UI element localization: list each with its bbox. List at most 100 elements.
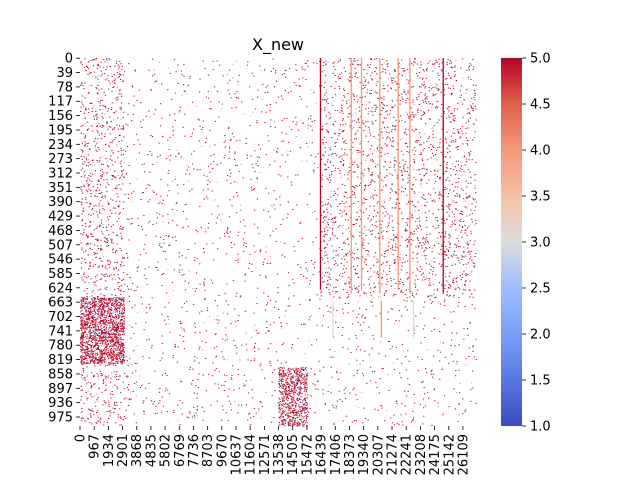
heatmap-cell	[233, 196, 235, 198]
heatmap-cell	[103, 340, 105, 342]
heatmap-cell	[380, 296, 382, 298]
heatmap-cell	[113, 207, 115, 209]
heatmap-cell	[80, 356, 82, 358]
heatmap-cell	[102, 233, 104, 235]
heatmap-cell	[86, 362, 88, 364]
heatmap-cell	[121, 313, 123, 315]
heatmap-cell	[97, 216, 99, 218]
heatmap-cell	[319, 60, 321, 62]
heatmap-cell	[450, 339, 453, 341]
heatmap-cell	[97, 241, 99, 243]
heatmap-cell	[214, 120, 217, 122]
heatmap-cell	[90, 203, 92, 205]
heatmap-cell	[94, 306, 96, 308]
heatmap-cell	[118, 298, 120, 300]
heatmap-cell	[378, 255, 380, 257]
heatmap-cell	[90, 345, 92, 347]
heatmap-cell	[108, 315, 110, 317]
heatmap-cell	[93, 357, 95, 359]
heatmap-cell	[96, 399, 98, 401]
heatmap-cell	[362, 333, 365, 335]
heatmap-cell	[92, 300, 95, 302]
heatmap-cell	[127, 375, 129, 377]
heatmap-cell	[111, 322, 113, 324]
heatmap-cell	[105, 241, 107, 243]
heatmap-cell	[87, 351, 89, 353]
heatmap-cell	[121, 310, 123, 312]
heatmap-cell	[116, 306, 118, 308]
heatmap-cell	[183, 63, 185, 65]
heatmap-cell	[114, 261, 116, 263]
heatmap-cell	[420, 118, 423, 120]
heatmap-cell	[100, 177, 102, 179]
heatmap-cell	[97, 330, 99, 332]
heatmap-cell	[135, 289, 137, 291]
heatmap-cell	[381, 148, 383, 150]
heatmap-cell	[364, 317, 366, 319]
heatmap-cell	[334, 145, 337, 147]
heatmap-cell	[107, 310, 109, 312]
heatmap-cell	[80, 357, 82, 359]
heatmap-cell	[352, 389, 354, 391]
heatmap-cell	[123, 300, 125, 302]
heatmap-cell	[230, 182, 232, 184]
heatmap-cell	[353, 387, 355, 389]
heatmap-cell	[102, 113, 104, 115]
heatmap-cell	[254, 170, 256, 172]
heatmap-cell	[113, 329, 115, 331]
heatmap-cell	[395, 400, 398, 402]
heatmap-cell	[85, 243, 88, 245]
heatmap-cell	[91, 372, 93, 374]
heatmap-cell	[333, 308, 335, 310]
heatmap-cell	[178, 152, 180, 154]
heatmap-cell	[109, 299, 111, 301]
heatmap-cell	[86, 398, 88, 400]
heatmap-cell	[121, 363, 123, 365]
heatmap-cell	[95, 354, 97, 356]
heatmap-cell	[167, 269, 169, 271]
heatmap-cell	[83, 229, 85, 231]
heatmap-cell	[152, 243, 154, 245]
heatmap-cell	[404, 306, 406, 308]
heatmap-cell	[106, 182, 109, 184]
heatmap-cell	[108, 146, 111, 148]
heatmap-cell	[92, 290, 95, 292]
heatmap-cell	[106, 259, 109, 261]
heatmap-cell	[300, 274, 302, 276]
heatmap-cell	[223, 374, 226, 376]
heatmap-cell	[95, 334, 97, 336]
heatmap-cell	[179, 424, 181, 426]
heatmap-cell	[85, 198, 87, 200]
heatmap-cell	[344, 303, 346, 305]
heatmap-cell	[121, 257, 124, 259]
heatmap-cell	[305, 299, 307, 301]
heatmap-cell	[98, 64, 100, 66]
heatmap-cell	[97, 353, 99, 355]
heatmap-cell	[88, 159, 90, 161]
heatmap-cell	[98, 308, 100, 310]
heatmap-cell	[81, 389, 84, 391]
heatmap-cell	[87, 254, 89, 256]
heatmap-cell	[315, 236, 317, 238]
heatmap-cell	[102, 125, 105, 127]
heatmap-cell	[88, 112, 90, 114]
heatmap-cell	[338, 129, 341, 131]
heatmap-cell	[98, 328, 100, 330]
heatmap-cell	[191, 101, 194, 103]
heatmap-cell	[363, 321, 365, 323]
heatmap-cell	[116, 340, 118, 342]
heatmap-cell	[265, 392, 267, 394]
heatmap-cell	[305, 268, 307, 270]
heatmap-cell	[313, 120, 316, 122]
heatmap-cell	[129, 183, 131, 185]
heatmap-cell	[256, 178, 258, 180]
heatmap-cell	[90, 332, 92, 334]
heatmap-cell	[104, 334, 106, 336]
heatmap-cell	[444, 284, 446, 286]
heatmap-cell	[107, 260, 109, 262]
heatmap-cell	[116, 301, 118, 303]
heatmap-cell	[123, 305, 125, 307]
heatmap-cell	[133, 306, 136, 308]
heatmap-cell	[284, 90, 287, 92]
heatmap-cell	[120, 290, 122, 292]
